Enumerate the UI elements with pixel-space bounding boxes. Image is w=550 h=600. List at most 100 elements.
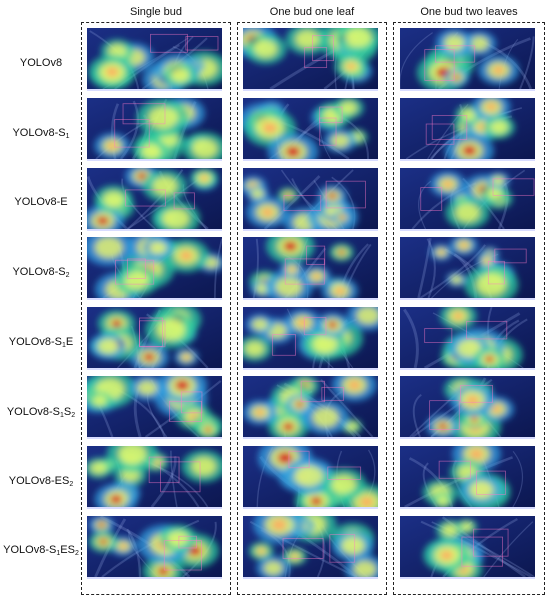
heatmap-cell-r8-c1 [87,516,222,579]
activation-core [297,318,308,327]
activation-mid [469,480,493,499]
activation-core [291,553,299,559]
row-label-part-s1: 2 [69,481,74,488]
heatmap-image [243,376,378,437]
detection-box [435,45,476,63]
activation-core [452,74,461,80]
detection-box [272,334,296,356]
detection-box [312,35,334,62]
activation-mid [94,237,123,259]
activation-mid [443,34,465,51]
detection-box [327,466,362,480]
column-title-single-bud: Single bud [130,6,182,18]
activation-core [143,353,155,362]
leaf-texture [419,244,486,298]
heatmap-image [243,516,378,577]
activation-blobs [89,307,202,368]
activation-core [96,216,109,226]
activation-mid [339,101,358,115]
detection-box [163,540,202,571]
activation-mid [312,407,339,428]
row-label-part-mid: S [63,406,72,418]
detection-box [304,47,328,69]
leaf-texture [418,180,432,229]
row-label-part-base: YOLOv8-S [8,336,62,348]
activation-core [137,172,147,180]
activation-blobs [429,171,513,229]
detection-box [492,178,535,196]
activation-mid [312,334,338,354]
activation-blobs [439,307,523,368]
activation-core [262,122,278,134]
activation-core [277,452,293,464]
heatmap-cell-r1-c2 [243,28,378,91]
activation-mid [102,191,125,208]
row-label-part-base: YOLOv8-S [6,406,61,418]
activation-core [438,250,445,255]
activation-blobs [430,237,519,298]
row-label-part-s2: 2 [71,412,76,419]
row-label-6: YOLOv8-S1S2 [0,404,82,420]
activation-core [346,62,356,70]
activation-mid [251,318,268,331]
activation-mid [436,496,450,506]
activation-blobs [243,307,378,362]
activation-mid [97,338,119,355]
activation-mid [294,465,323,487]
heatmap-image [243,98,378,159]
row-label-4: YOLOv8-S2 [0,264,82,280]
heatmap-image [87,98,222,159]
detection-box [178,535,197,549]
activation-mid [450,275,463,284]
heatmap-cell-r4-c1 [87,237,222,300]
activation-mid [191,456,217,476]
detection-box [125,189,166,207]
activation-core [334,287,345,295]
activation-blobs [248,516,378,577]
heatmap-image [400,98,535,159]
row-label-1: YOLOv8 [0,55,82,71]
heatmap-image [87,446,222,507]
heatmap-image [400,307,535,368]
activation-core [97,522,106,528]
heatmap-cell-r3-c1 [87,168,222,231]
activation-core [179,250,193,261]
activation-mid [476,273,507,297]
detection-box [325,180,366,209]
detection-box [319,106,343,124]
activation-mid [118,446,147,465]
detection-box [306,245,326,265]
heatmap-cell-r7-c3 [400,446,535,509]
activation-core [310,496,323,506]
activation-core [453,312,464,320]
activation-core [282,422,294,432]
heatmap-image [400,376,535,437]
leaf-texture [512,450,523,507]
activation-mid [108,44,127,58]
activation-blobs [249,237,359,298]
activation-core [107,142,118,150]
activation-core [339,215,346,220]
activation-mid [171,68,190,83]
activation-mid [469,36,489,51]
detection-box [461,536,503,567]
activation-core [459,242,468,249]
detection-box [185,36,219,51]
activation-core [484,355,495,363]
detection-box [282,538,324,559]
heatmap-image [400,168,535,229]
row-label-part-mid: E [65,336,74,348]
activation-core [288,266,296,273]
heatmap-image [87,376,222,437]
activation-mid [124,271,149,290]
group-box-single-bud [81,22,231,595]
row-label-part-s1: 1 [65,133,70,140]
activation-mid [149,241,167,255]
activation-blobs [87,168,218,229]
heatmap-cell-r4-c3 [400,237,535,300]
detection-box [420,187,443,211]
activation-mid [148,106,178,129]
heatmap-image [87,28,222,89]
activation-core [204,427,212,433]
detection-box [424,328,453,343]
